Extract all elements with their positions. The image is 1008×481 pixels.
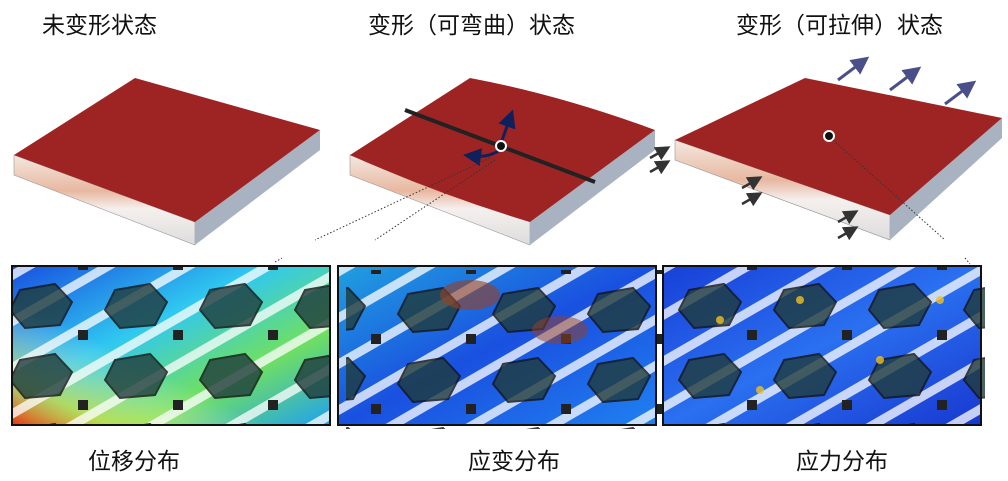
title-undeformed: 未变形状态 — [42, 13, 157, 39]
title-bending: 变形（可弯曲）状态 — [368, 13, 575, 39]
title-stretching: 变形（可拉伸）状态 — [736, 13, 943, 39]
caption-strain: 应变分布 — [468, 449, 560, 475]
probe-point — [823, 130, 835, 142]
fixed-support-icon — [649, 146, 859, 241]
slab-stretching — [649, 56, 1002, 241]
caption-displacement: 位移分布 — [88, 449, 180, 475]
displacement-map — [11, 265, 331, 426]
caption-stress: 应力分布 — [796, 449, 888, 475]
stress-map — [662, 265, 985, 426]
tension-arrows-icon — [837, 56, 977, 106]
slab-bending — [314, 78, 655, 246]
probe-point — [495, 140, 507, 152]
strain-map — [337, 265, 664, 429]
rotation-arrow-icon — [463, 148, 501, 167]
slab-undeformed — [13, 78, 320, 246]
